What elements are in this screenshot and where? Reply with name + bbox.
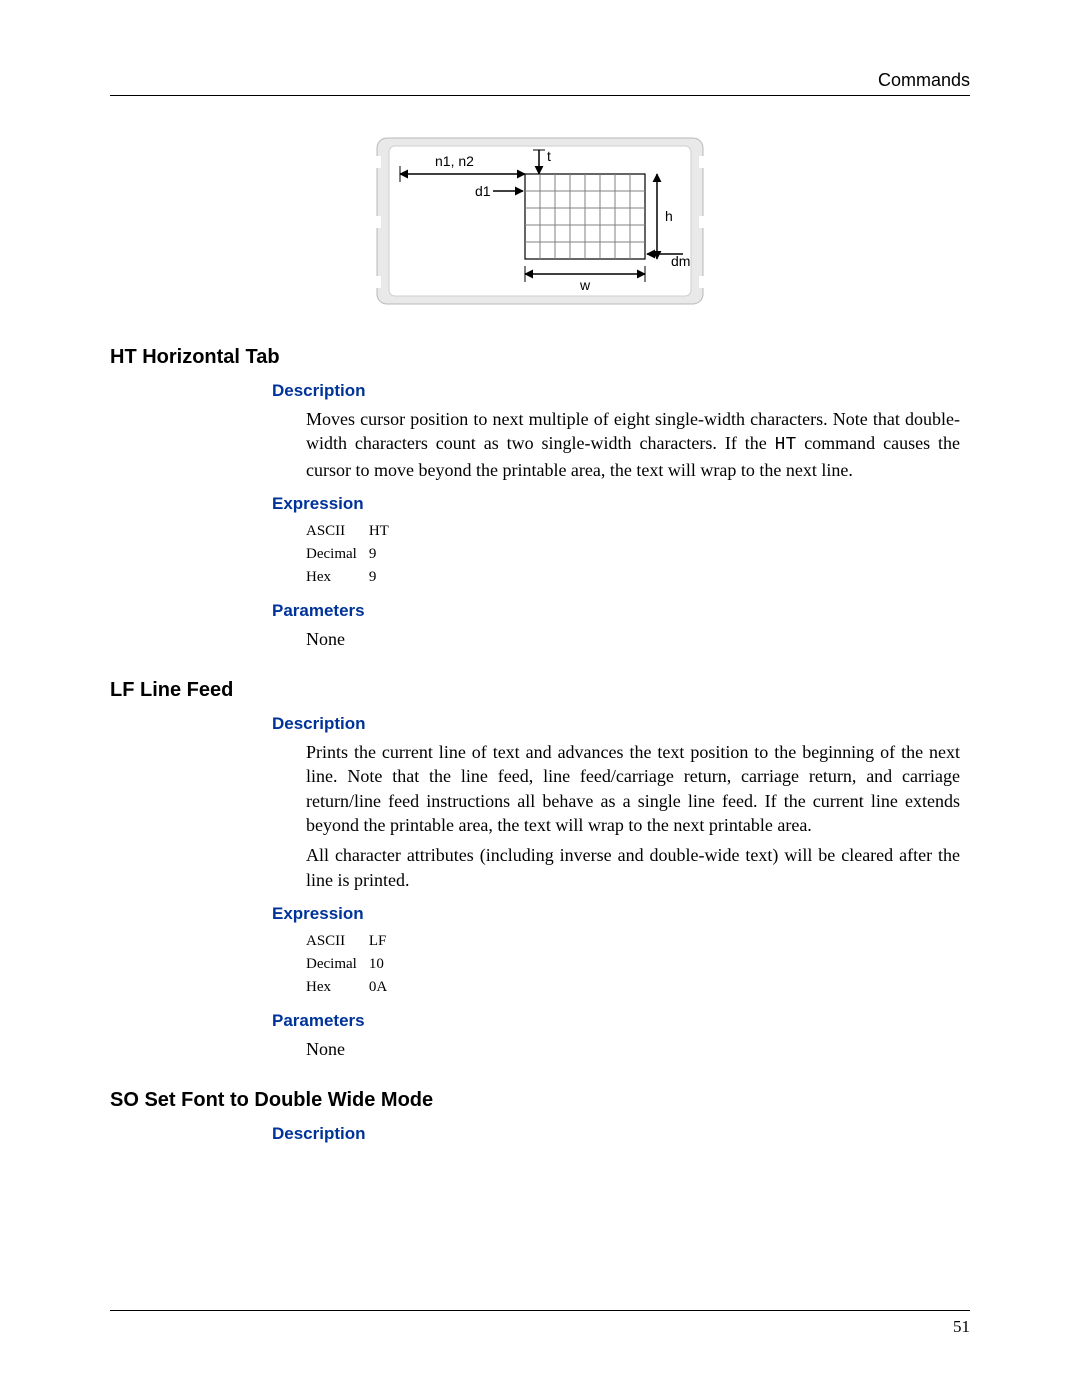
page-header: Commands <box>110 70 970 96</box>
ht-title: HT Horizontal Tab <box>110 346 970 369</box>
ht-parameters-heading: Parameters <box>272 601 970 621</box>
lf-expression-heading: Expression <box>272 904 970 924</box>
expr-key: Hex <box>306 566 369 589</box>
ht-description-heading: Description <box>272 381 970 401</box>
ht-expression-table: ASCIIHT Decimal9 Hex9 <box>306 520 401 589</box>
page: Commands n1, n2 <box>0 0 1080 1397</box>
expr-val: LF <box>369 930 399 953</box>
label-dm: dm <box>671 253 690 269</box>
ht-description-text: Moves cursor position to next multiple o… <box>306 407 960 482</box>
so-title: SO Set Font to Double Wide Mode <box>110 1089 970 1112</box>
label-n1n2: n1, n2 <box>435 153 474 169</box>
table-row: Hex0A <box>306 976 399 999</box>
expr-val: 10 <box>369 953 399 976</box>
table-row: ASCIILF <box>306 930 399 953</box>
lf-description-p1: Prints the current line of text and adva… <box>306 740 960 837</box>
ht-parameters-value: None <box>306 627 960 651</box>
label-w: w <box>579 277 591 293</box>
expr-key: Decimal <box>306 953 369 976</box>
ht-desc-code: HT <box>775 435 797 455</box>
diagram-svg: n1, n2 t d1 <box>375 136 705 306</box>
table-row: Decimal9 <box>306 543 401 566</box>
expr-val: 0A <box>369 976 399 999</box>
label-t: t <box>547 148 551 164</box>
expr-key: Hex <box>306 976 369 999</box>
expr-val: 9 <box>369 543 401 566</box>
label-d1: d1 <box>475 183 491 199</box>
expr-val: HT <box>369 520 401 543</box>
so-description-heading: Description <box>272 1124 970 1144</box>
label-h: h <box>665 208 673 224</box>
expr-val: 9 <box>369 566 401 589</box>
table-row: Hex9 <box>306 566 401 589</box>
lf-description-p2: All character attributes (including inve… <box>306 843 960 892</box>
expr-key: ASCII <box>306 520 369 543</box>
expr-key: Decimal <box>306 543 369 566</box>
table-row: ASCIIHT <box>306 520 401 543</box>
lf-parameters-heading: Parameters <box>272 1011 970 1031</box>
lf-parameters-value: None <box>306 1037 960 1061</box>
ht-expression-heading: Expression <box>272 494 970 514</box>
table-row: Decimal10 <box>306 953 399 976</box>
lf-title: LF Line Feed <box>110 679 970 702</box>
page-number: 51 <box>953 1317 970 1336</box>
lf-description-heading: Description <box>272 714 970 734</box>
lf-expression-table: ASCIILF Decimal10 Hex0A <box>306 930 399 999</box>
header-right: Commands <box>878 70 970 90</box>
page-footer: 51 <box>110 1310 970 1337</box>
diagram-container: n1, n2 t d1 <box>110 136 970 306</box>
expr-key: ASCII <box>306 930 369 953</box>
